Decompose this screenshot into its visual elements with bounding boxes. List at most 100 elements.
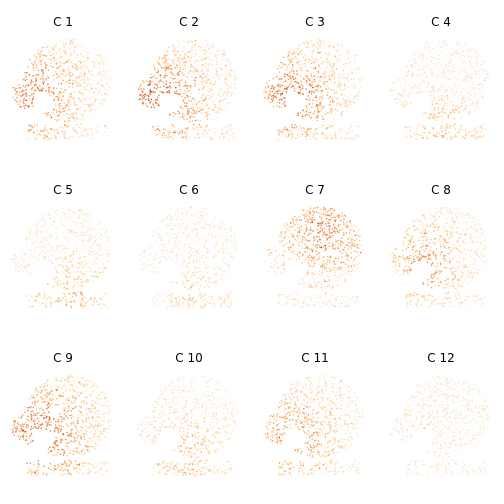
scatter-point <box>188 253 190 255</box>
scatter-point <box>46 135 48 137</box>
scatter-point <box>222 93 224 95</box>
scatter-point <box>198 110 200 113</box>
scatter-point <box>297 92 299 94</box>
scatter-point <box>189 235 191 237</box>
scatter-point <box>47 283 49 285</box>
scatter-point <box>397 79 399 81</box>
scatter-point <box>34 249 36 252</box>
scatter-point <box>198 260 201 262</box>
scatter-point <box>198 228 200 230</box>
scatter-point <box>28 293 30 296</box>
scatter-point <box>479 135 482 137</box>
scatter-point <box>88 104 90 106</box>
scatter-point <box>90 219 92 221</box>
scatter-point <box>461 138 463 140</box>
scatter-point <box>40 241 42 243</box>
scatter-point <box>397 81 399 83</box>
scatter-point <box>55 300 57 302</box>
scatter-point <box>234 88 236 90</box>
scatter-point <box>200 257 202 260</box>
scatter-point <box>320 105 322 108</box>
scatter-point <box>483 123 485 125</box>
scatter-point <box>11 258 13 261</box>
scatter-point <box>60 88 62 90</box>
scatter-point <box>186 113 188 115</box>
scatter-point <box>418 85 420 87</box>
scatter-point <box>198 216 201 218</box>
scatter-point <box>82 97 84 100</box>
scatter-point <box>409 125 411 127</box>
scatter-point <box>48 138 50 140</box>
scatter-point <box>157 81 160 83</box>
scatter-point <box>93 257 95 259</box>
scatter-point <box>428 49 430 51</box>
scatter-point <box>191 38 193 40</box>
scatter-point <box>320 42 322 44</box>
scatter-point <box>50 61 52 64</box>
scatter-point <box>398 93 400 95</box>
scatter-point <box>90 61 92 63</box>
scatter-point <box>160 67 163 69</box>
scatter-point <box>333 118 335 120</box>
scatter-point <box>227 90 229 92</box>
scatter-point <box>202 108 204 110</box>
scatter-point <box>426 74 428 76</box>
scatter-point <box>287 56 289 58</box>
scatter-point <box>264 86 267 88</box>
scatter-point <box>464 107 466 110</box>
scatter-point <box>101 234 103 236</box>
scatter-point <box>49 251 51 253</box>
scatter-point <box>67 288 69 290</box>
scatter-point <box>67 106 70 108</box>
scatter-point <box>405 90 407 92</box>
scatter-point <box>69 261 71 263</box>
scatter-point <box>102 99 104 102</box>
scatter-point <box>303 42 305 44</box>
scatter-point <box>83 79 85 81</box>
scatter-point <box>82 301 84 303</box>
scatter-point <box>89 220 92 222</box>
scatter-point <box>60 250 62 252</box>
scatter-point <box>446 42 448 44</box>
scatter-point <box>437 107 439 110</box>
scatter-point <box>30 83 32 85</box>
scatter-point <box>71 265 73 267</box>
scatter-point <box>433 99 436 101</box>
scatter-point <box>66 239 68 241</box>
scatter-point <box>446 76 448 78</box>
scatter-point <box>46 129 48 131</box>
scatter-point <box>85 218 87 220</box>
scatter-point <box>91 74 93 76</box>
scatter-point <box>101 235 104 237</box>
scatter-point <box>157 233 159 235</box>
scatter-point <box>427 77 429 79</box>
scatter-point <box>76 132 78 134</box>
scatter-point <box>179 106 182 108</box>
scatter-point <box>158 82 160 84</box>
scatter-point <box>90 237 92 239</box>
scatter-point <box>354 96 356 98</box>
scatter-point <box>225 82 227 84</box>
scatter-point <box>44 230 46 233</box>
scatter-point <box>314 86 316 88</box>
scatter-point <box>286 69 288 71</box>
scatter-point <box>206 81 208 84</box>
scatter-point <box>65 304 67 306</box>
scatter-point <box>23 102 25 105</box>
scatter-point <box>93 64 95 66</box>
scatter-point <box>28 249 30 251</box>
scatter-point <box>460 128 462 131</box>
scatter-point <box>98 54 100 56</box>
scatter-point <box>49 214 51 216</box>
scatter-point <box>80 75 83 77</box>
scatter-point <box>208 57 210 60</box>
scatter-point <box>311 106 313 108</box>
scatter-point <box>318 98 320 100</box>
scatter-point <box>324 70 326 73</box>
scatter-point <box>87 262 89 264</box>
scatter-point <box>480 91 482 93</box>
scatter-point <box>79 284 81 287</box>
scatter-point <box>348 128 350 130</box>
scatter-point <box>230 129 232 131</box>
scatter-point <box>461 68 463 70</box>
